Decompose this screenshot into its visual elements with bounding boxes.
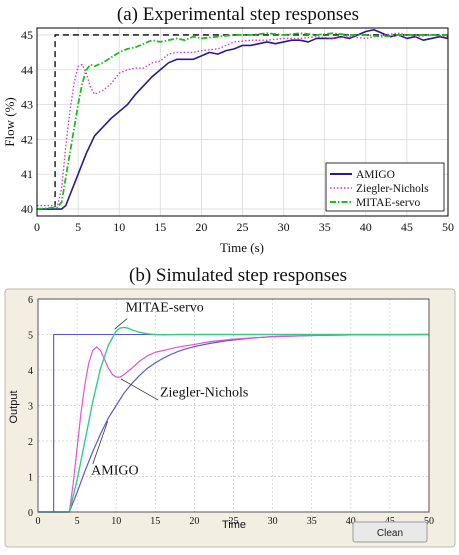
b-xtick-label: 25	[229, 516, 239, 527]
b-xtick-label: 10	[111, 516, 121, 527]
panel-a-x-label: Time (s)	[220, 240, 264, 255]
a-ytick-label: 40	[21, 202, 33, 216]
panel-a-y-ticks: 40 41 42 43 44 45	[21, 28, 33, 216]
a-ytick-label: 45	[21, 28, 33, 42]
b-ytick-label: 0	[28, 508, 33, 519]
a-series-amigo	[37, 28, 449, 210]
b-xtick-label: 50	[424, 516, 434, 527]
a-ytick-label: 43	[21, 98, 33, 112]
legend-amigo-label: AMIGO	[356, 169, 395, 181]
b-series-mitae-servo	[38, 326, 429, 513]
panel-a-legend: AMIGO Ziegler-Nichols MITAE-servo	[325, 162, 445, 212]
clean-button-face[interactable]	[352, 521, 428, 543]
panel-b-annotations: MITAE-servo Ziegler-Nichols AMIGO	[91, 300, 248, 478]
legend-mitae-label: MITAE-servo	[356, 197, 420, 209]
a-series-setpoint	[37, 34, 448, 210]
b-ytick-label: 5	[28, 331, 33, 342]
b-series-ziegler-nichols	[38, 333, 430, 513]
a-ytick-label: 42	[21, 132, 33, 146]
a-xtick-label: 5	[75, 220, 81, 234]
b-xtick-label: 0	[36, 516, 41, 527]
a-xtick-label: 10	[113, 220, 125, 234]
panel-b-title: (b) Simulated step responses	[129, 265, 347, 286]
panel-a-y-label: Flow (%)	[2, 97, 17, 146]
b-xtick-label: 15	[150, 516, 160, 527]
a-xtick-label: 50	[442, 220, 454, 234]
panel-a-series-group	[36, 28, 449, 210]
b-leader-mitae	[114, 318, 128, 330]
panel-b-y-label: Output	[8, 390, 20, 423]
panel-a-experimental: (a) Experimental step responses 0 5 10 15 20…	[2, 4, 454, 255]
panel-b-x-label: Time	[222, 519, 246, 531]
b-ytick-label: 2	[28, 437, 33, 448]
a-series-ziegler-nichols	[37, 32, 449, 207]
legend-ziegler-label: Ziegler-Nichols	[356, 183, 429, 195]
b-ytick-label: 3	[28, 402, 33, 413]
panel-b-simulated: (b) Simulated step responses 0 5 10 15 20 25 3…	[4, 265, 456, 548]
clean-button-label[interactable]: Clean	[377, 528, 403, 539]
b-annotation-0: MITAE-servo	[126, 300, 204, 315]
a-xtick-label: 20	[195, 220, 207, 234]
a-xtick-label: 25	[237, 220, 249, 234]
b-xtick-label: 30	[268, 516, 278, 527]
panel-a-frame	[36, 27, 449, 217]
b-ytick-label: 4	[28, 366, 33, 377]
b-xtick-label: 40	[346, 516, 356, 527]
a-xtick-label: 0	[34, 220, 40, 234]
a-xtick-label: 30	[278, 220, 290, 234]
b-xtick-label: 35	[307, 516, 317, 527]
a-ytick-label: 44	[21, 63, 33, 77]
panel-a-title: (a) Experimental step responses	[117, 4, 359, 25]
a-xtick-label: 40	[360, 220, 372, 234]
clean-button[interactable]: Clean	[352, 521, 428, 543]
panel-b-frame	[37, 298, 430, 513]
b-annotation-2: AMIGO	[91, 464, 138, 479]
panel-b-y-ticks: 0 1 2 3 4 5 6	[28, 295, 33, 519]
b-annotation-1: Ziegler-Nichols	[160, 386, 248, 401]
a-ytick-label: 41	[21, 167, 33, 181]
a-series-mitae-servo	[36, 32, 448, 210]
b-xtick-label: 5	[75, 516, 80, 527]
b-xtick-label: 20	[189, 516, 199, 527]
a-xtick-label: 45	[401, 220, 413, 234]
panel-a-x-ticks: 0 5 10 15 20 25 30 35 40 45 50	[34, 220, 454, 234]
a-xtick-label: 15	[154, 220, 166, 234]
b-ytick-label: 6	[28, 295, 33, 306]
a-xtick-label: 35	[319, 220, 331, 234]
b-ytick-label: 1	[28, 473, 33, 484]
b-leader-amigo	[92, 421, 108, 465]
b-leader-ziegler	[120, 378, 159, 401]
